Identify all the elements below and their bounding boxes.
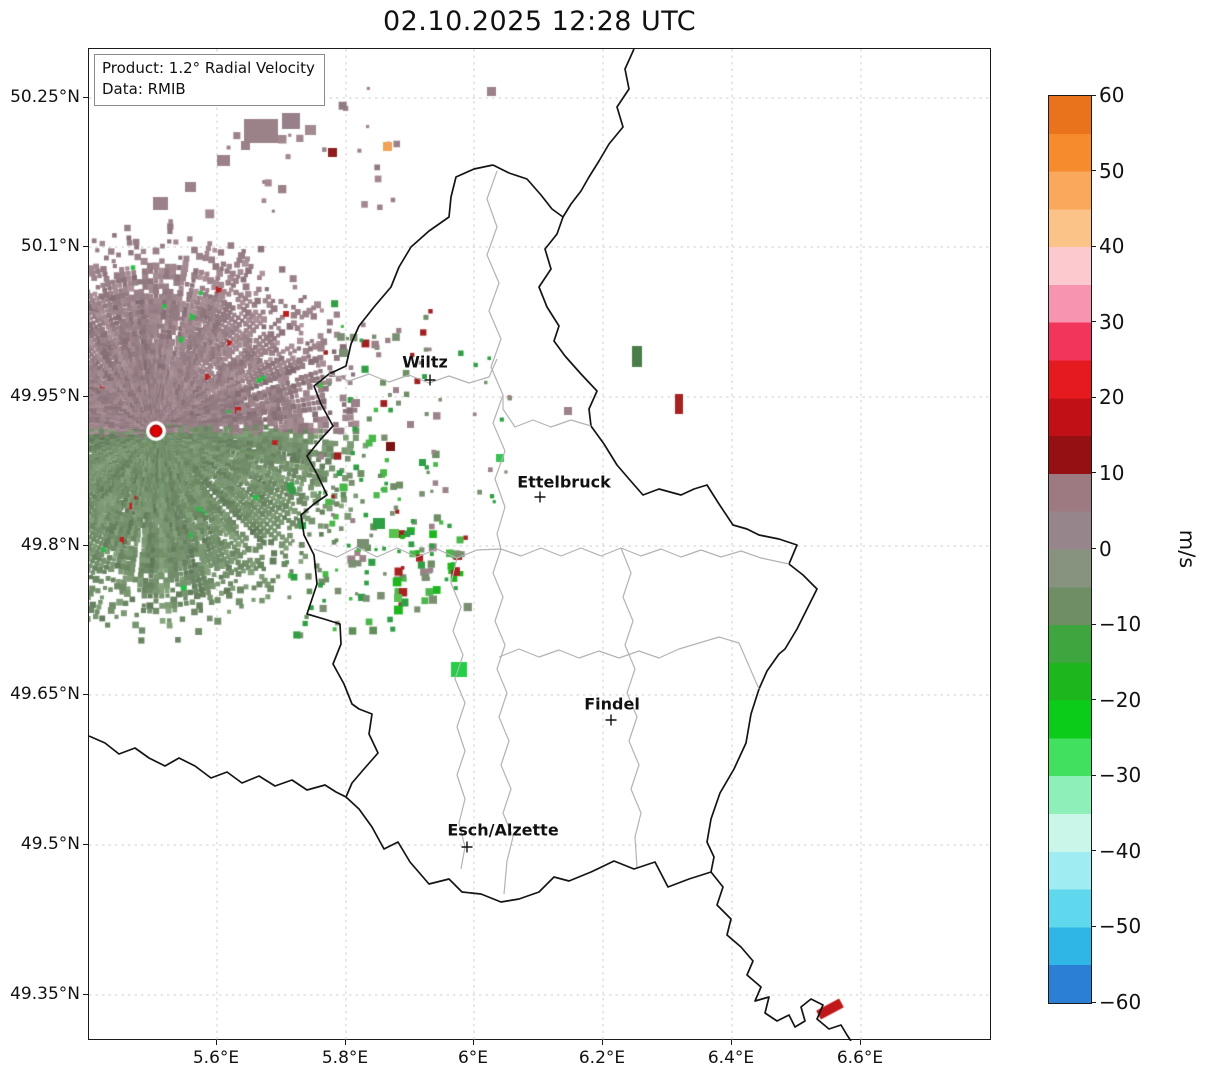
city-label: Wiltz — [402, 352, 448, 372]
legend-box: Product: 1.2° Radial Velocity Data: RMIB — [94, 54, 325, 106]
colorbar-tick-label: −10 — [1099, 612, 1142, 637]
colorbar-tick-mark — [1091, 623, 1096, 625]
y-tick-mark — [83, 395, 88, 397]
x-tick-mark — [215, 1040, 217, 1045]
city-label: Findel — [584, 694, 640, 714]
district-border — [313, 546, 790, 565]
x-tick-mark — [730, 1040, 732, 1045]
country-border — [89, 735, 347, 798]
country-border — [710, 871, 852, 1041]
colorbar-tick-mark — [1091, 321, 1096, 323]
map-borders — [89, 49, 852, 1041]
colorbar-tick-label: 20 — [1099, 385, 1125, 410]
country-border — [300, 164, 818, 903]
map-plot: Product: 1.2° Radial Velocity Data: RMIB… — [88, 48, 992, 1041]
x-tick-mark — [601, 1040, 603, 1045]
country-border — [562, 49, 635, 218]
radar-echoes-canvas — [89, 49, 992, 1041]
x-tick-label: 5.6°E — [192, 1048, 240, 1068]
x-tick-label: 6.4°E — [707, 1048, 755, 1068]
colorbar — [1048, 95, 1092, 1004]
city-marker-icon — [424, 374, 436, 386]
colorbar-tick-mark — [1091, 245, 1096, 247]
x-tick-label: 5.8°E — [321, 1048, 369, 1068]
colorbar-tick-label: −30 — [1099, 763, 1142, 788]
district-border — [498, 636, 760, 690]
colorbar-tick-label: −40 — [1099, 838, 1142, 863]
y-tick-label: 50.25°N — [10, 87, 80, 107]
y-tick-mark — [83, 96, 88, 98]
colorbar-tick-label: 40 — [1099, 234, 1125, 259]
district-border — [502, 395, 592, 428]
x-tick-label: 6°E — [457, 1048, 489, 1068]
y-tick-mark — [83, 544, 88, 546]
y-tick-mark — [83, 245, 88, 247]
city-label: Esch/Alzette — [447, 820, 559, 840]
city-marker-icon — [605, 714, 617, 726]
colorbar-tick-mark — [1091, 1001, 1096, 1003]
colorbar-tick-label: 30 — [1099, 309, 1125, 334]
colorbar-tick-mark — [1091, 548, 1096, 549]
y-tick-label: 49.5°N — [20, 834, 80, 854]
colorbar-unit-label: m/s — [1175, 529, 1199, 569]
x-tick-label: 6.2°E — [578, 1048, 626, 1068]
chart-title: 02.10.2025 12:28 UTC — [382, 6, 697, 37]
legend-product: Product: 1.2° Radial Velocity — [102, 59, 315, 77]
colorbar-tick-mark — [1091, 925, 1096, 927]
colorbar-tick-mark — [1091, 472, 1096, 474]
colorbar-tick-label: 50 — [1099, 158, 1125, 183]
y-tick-label: 49.8°N — [20, 535, 80, 555]
y-tick-mark — [83, 843, 88, 845]
colorbar-tick-label: −50 — [1099, 914, 1142, 939]
colorbar-tick-label: −20 — [1099, 687, 1142, 712]
city-label: Ettelbruck — [517, 472, 611, 492]
y-tick-label: 50.1°N — [20, 236, 80, 256]
colorbar-tick-mark — [1091, 699, 1096, 701]
x-tick-mark — [344, 1040, 346, 1045]
legend-source: Data: RMIB — [102, 80, 186, 98]
colorbar-tick-mark — [1091, 850, 1096, 852]
colorbar-tick-mark — [1091, 396, 1096, 398]
y-tick-label: 49.65°N — [10, 684, 80, 704]
district-border — [620, 547, 642, 868]
district-border — [450, 557, 466, 870]
colorbar-tick-label: −60 — [1099, 990, 1142, 1014]
colorbar-tick-label: 60 — [1099, 83, 1125, 107]
x-tick-mark — [472, 1040, 474, 1045]
colorbar-tick-mark — [1091, 94, 1096, 96]
city-marker-icon — [461, 841, 473, 853]
district-border — [328, 358, 498, 384]
city-marker-icon — [534, 491, 546, 503]
district-border — [492, 548, 514, 895]
colorbar-tick-mark — [1091, 774, 1096, 776]
y-tick-label: 49.35°N — [10, 984, 80, 1004]
district-border — [486, 170, 506, 550]
y-tick-mark — [83, 693, 88, 695]
y-tick-mark — [83, 993, 88, 995]
x-tick-label: 6.6°E — [836, 1048, 884, 1068]
y-tick-label: 49.95°N — [10, 386, 80, 406]
colorbar-tick-mark — [1091, 170, 1096, 172]
colorbar-tick-label: 10 — [1099, 460, 1125, 485]
colorbar-tick-label: 0 — [1099, 536, 1112, 561]
x-tick-mark — [859, 1040, 861, 1045]
